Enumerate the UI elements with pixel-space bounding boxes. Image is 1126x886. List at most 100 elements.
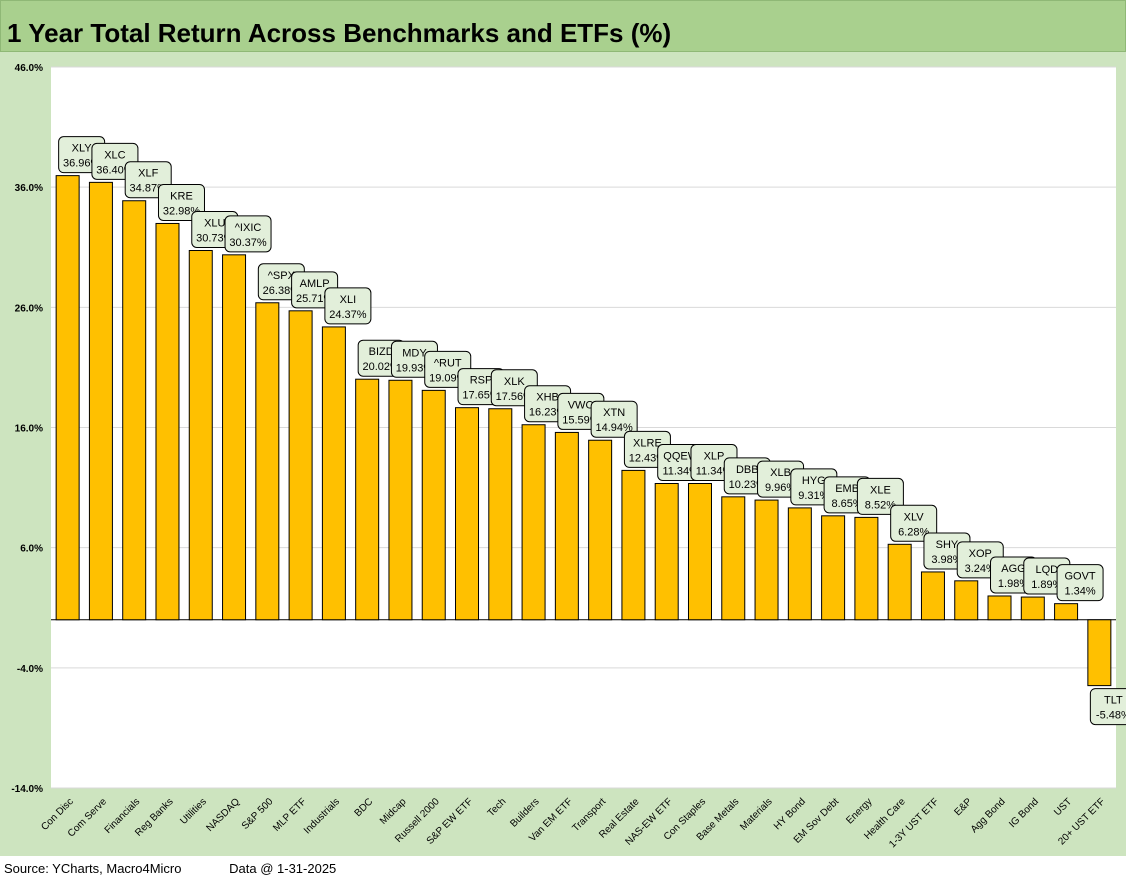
- y-tick-label: 26.0%: [15, 303, 43, 314]
- value-label: 14.94%: [595, 422, 633, 434]
- category-label: Utilities: [178, 796, 209, 827]
- source-note: Source: YCharts, Macro4Micro: [4, 861, 182, 876]
- ticker-label: XHB: [536, 392, 559, 404]
- title-bar: 1 Year Total Return Across Benchmarks an…: [0, 0, 1126, 52]
- ticker-label: LQD: [1035, 564, 1058, 576]
- ticker-label: ^SPX: [268, 270, 296, 282]
- value-label: 26.38%: [263, 285, 301, 297]
- data-label: XLE 8.52%: [856, 477, 904, 515]
- bar: [155, 222, 180, 621]
- bar: [421, 389, 446, 621]
- bar: [222, 254, 247, 621]
- ticker-label: XLK: [504, 376, 525, 388]
- ticker-label: RSP: [470, 375, 493, 387]
- value-label: 1.98%: [998, 578, 1029, 590]
- value-label: 8.65%: [832, 498, 863, 510]
- value-label: 17.65%: [462, 390, 500, 402]
- bar: [255, 302, 280, 621]
- ticker-label: XLE: [870, 484, 891, 496]
- value-label: 19.93%: [396, 362, 434, 374]
- value-label: 3.98%: [931, 554, 962, 566]
- value-label: 25.71%: [296, 293, 334, 305]
- ticker-label: XLB: [770, 467, 791, 479]
- bar: [1020, 596, 1045, 621]
- value-label: 1.34%: [1064, 586, 1095, 598]
- data-label: XLV 6.28%: [890, 504, 938, 542]
- category-label: NASDAQ: [205, 796, 243, 834]
- y-tick-label: 6.0%: [20, 544, 43, 555]
- bar: [1054, 603, 1079, 621]
- bar: [88, 181, 113, 621]
- data-label: TLT -5.48%: [1089, 688, 1126, 726]
- bars: [55, 175, 1112, 687]
- bar: [887, 543, 912, 621]
- data-label-box: [1089, 688, 1126, 726]
- y-tick-label: 36.0%: [15, 183, 43, 194]
- data-label: GOVT 1.34%: [1056, 564, 1104, 602]
- ticker-label: GOVT: [1064, 571, 1095, 583]
- data-label: XTN 14.94%: [590, 400, 638, 438]
- category-label: Agg Bond: [969, 796, 1008, 835]
- ticker-label: TLT: [1104, 695, 1123, 707]
- value-label: 15.59%: [562, 414, 600, 426]
- value-label: 36.40%: [96, 164, 134, 176]
- ticker-label: XLY: [72, 143, 93, 155]
- bar: [687, 482, 712, 621]
- bar: [588, 439, 613, 621]
- category-label: E&P: [952, 796, 974, 818]
- ticker-label: HYG: [802, 475, 826, 487]
- footer: Source: YCharts, Macro4Micro Data @ 1-31…: [4, 861, 336, 876]
- bar: [621, 469, 646, 621]
- ticker-label: ^IXIC: [235, 222, 262, 234]
- value-label: 9.31%: [798, 490, 829, 502]
- bar: [388, 379, 413, 621]
- ticker-label: XTN: [603, 407, 625, 419]
- ticker-label: DBB: [736, 464, 759, 476]
- value-label: 9.96%: [765, 482, 796, 494]
- bar: [288, 310, 313, 621]
- ticker-label: XOP: [969, 548, 992, 560]
- data-label-box: [890, 504, 938, 542]
- value-label: 10.23%: [729, 479, 767, 491]
- ticker-label: XLRE: [633, 437, 662, 449]
- ticker-label: SHY: [936, 539, 959, 551]
- value-label: 19.09%: [429, 372, 467, 384]
- category-label: BDC: [353, 796, 376, 819]
- value-label: 8.52%: [865, 499, 896, 511]
- data-labels: XLY 36.96%XLC 36.40% XLF 34.87%KRE 32.98%XLU 3…: [58, 136, 1126, 726]
- data-label-box: [157, 183, 205, 221]
- bar: [355, 378, 380, 621]
- value-label: 20.02%: [363, 361, 401, 373]
- ticker-label: MDY: [402, 347, 427, 359]
- value-label: 3.24%: [965, 563, 996, 575]
- bar: [821, 515, 846, 621]
- value-label: 34.87%: [130, 183, 168, 195]
- bar: [55, 175, 80, 621]
- ticker-label: XLV: [904, 511, 925, 523]
- value-label: 30.37%: [229, 237, 267, 249]
- chart-title: 1 Year Total Return Across Benchmarks an…: [7, 18, 672, 48]
- ticker-label: XLC: [104, 149, 125, 161]
- category-label: Materials: [738, 796, 774, 832]
- bar: [987, 595, 1012, 621]
- data-label-box: [224, 215, 272, 253]
- y-tick-label: 16.0%: [15, 424, 43, 435]
- data-label-box: [856, 477, 904, 515]
- data-label: KRE 32.98%: [157, 183, 205, 221]
- bar: [920, 571, 945, 621]
- ticker-label: ^RUT: [434, 357, 462, 369]
- bar: [654, 482, 679, 621]
- bar: [554, 431, 579, 621]
- ticker-label: XLI: [340, 294, 357, 306]
- bar: [954, 580, 979, 621]
- ticker-label: XLP: [704, 450, 725, 462]
- data-label-box: [1056, 564, 1104, 602]
- value-label: 12.43%: [629, 452, 667, 464]
- y-tick-label: 46.0%: [15, 63, 43, 74]
- category-label: IG Bond: [1007, 796, 1041, 830]
- category-label: Builders: [508, 796, 541, 829]
- category-label: Energy: [844, 796, 874, 826]
- value-label: 17.56%: [496, 391, 534, 403]
- value-label: 11.34%: [662, 465, 699, 477]
